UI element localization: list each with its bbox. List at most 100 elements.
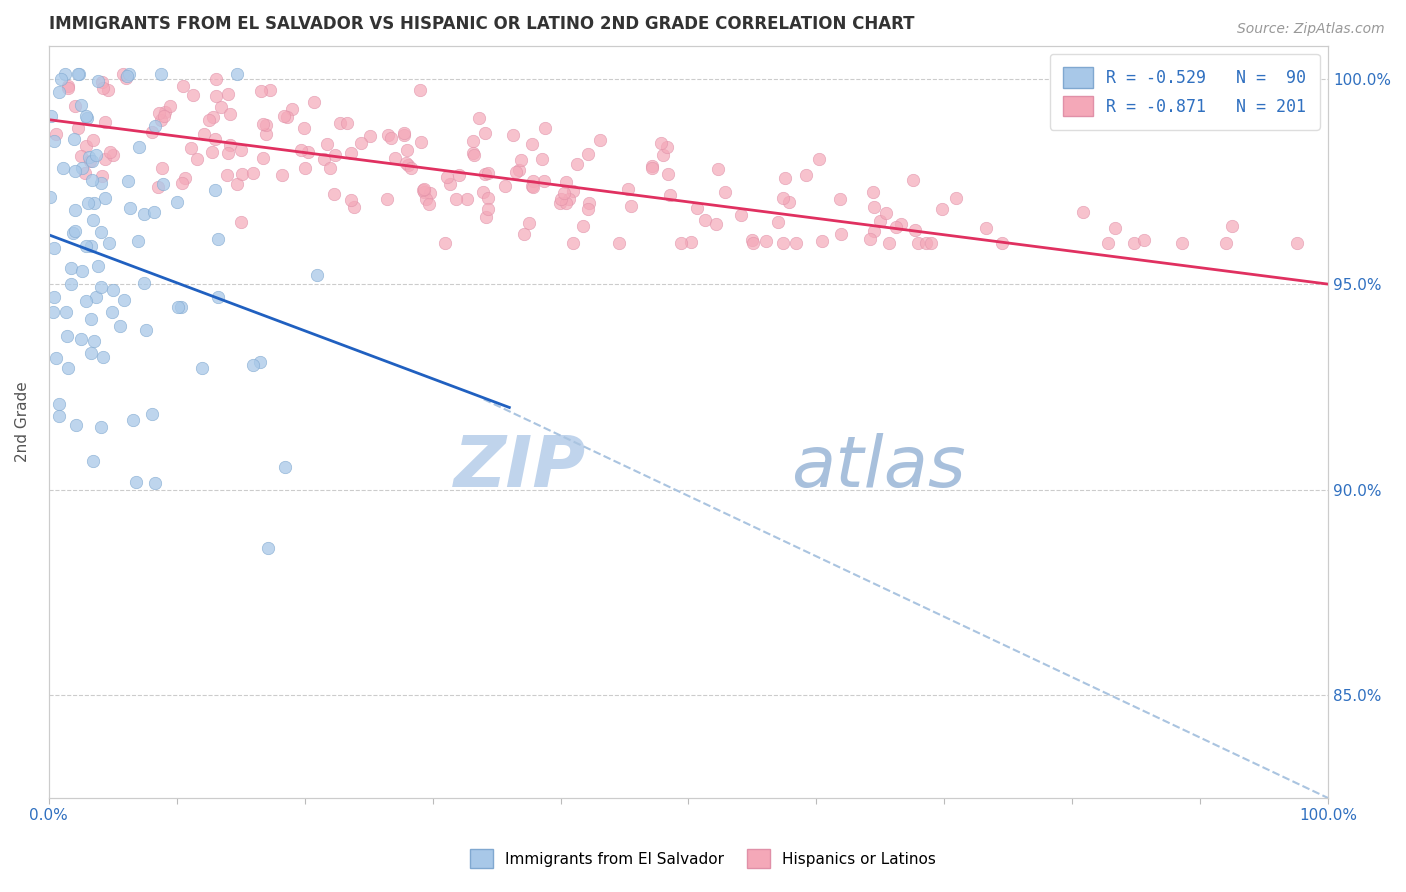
- Point: [502, 128, 524, 142]
- Point: [118, 201, 141, 215]
- Point: [207, 232, 229, 246]
- Point: [914, 235, 936, 250]
- Point: [125, 475, 148, 489]
- Point: [494, 179, 516, 194]
- Point: [159, 99, 181, 113]
- Point: [101, 147, 124, 161]
- Point: [474, 126, 496, 140]
- Text: ZIP: ZIP: [454, 433, 586, 501]
- Point: [401, 161, 423, 175]
- Point: [512, 227, 534, 241]
- Point: [84, 147, 107, 161]
- Point: [97, 235, 120, 250]
- Point: [650, 136, 672, 150]
- Point: [273, 459, 295, 474]
- Point: [111, 67, 134, 81]
- Point: [520, 178, 543, 193]
- Point: [904, 223, 927, 237]
- Point: [392, 128, 415, 142]
- Point: [91, 81, 114, 95]
- Point: [132, 276, 155, 290]
- Point: [772, 191, 794, 205]
- Point: [91, 169, 114, 183]
- Point: [198, 112, 221, 127]
- Point: [920, 235, 942, 250]
- Point: [98, 145, 121, 159]
- Point: [863, 200, 886, 214]
- Point: [641, 159, 664, 173]
- Point: [323, 187, 346, 202]
- Point: [436, 169, 458, 184]
- Point: [53, 67, 76, 81]
- Point: [884, 220, 907, 235]
- Point: [1071, 204, 1094, 219]
- Point: [508, 163, 530, 178]
- Point: [93, 191, 115, 205]
- Point: [477, 202, 499, 216]
- Point: [58, 81, 80, 95]
- Point: [530, 152, 553, 166]
- Point: [167, 300, 190, 314]
- Point: [201, 110, 224, 124]
- Point: [142, 205, 165, 219]
- Point: [565, 157, 588, 171]
- Point: [415, 193, 437, 207]
- Point: [375, 192, 398, 206]
- Point: [84, 290, 107, 304]
- Point: [447, 168, 470, 182]
- Point: [174, 171, 197, 186]
- Point: [132, 207, 155, 221]
- Point: [413, 185, 436, 199]
- Point: [669, 235, 692, 250]
- Point: [82, 173, 104, 187]
- Point: [433, 235, 456, 250]
- Point: [60, 277, 83, 292]
- Point: [48, 397, 70, 411]
- Point: [520, 137, 543, 152]
- Point: [319, 161, 342, 176]
- Point: [41, 304, 63, 318]
- Point: [620, 198, 643, 212]
- Point: [180, 140, 202, 154]
- Point: [56, 361, 79, 376]
- Point: [153, 109, 176, 123]
- Point: [456, 192, 478, 206]
- Point: [477, 165, 499, 179]
- Point: [707, 161, 730, 176]
- Point: [63, 164, 86, 178]
- Point: [292, 120, 315, 135]
- Point: [641, 161, 664, 175]
- Point: [39, 109, 62, 123]
- Point: [67, 67, 90, 81]
- Point: [1097, 235, 1119, 250]
- Point: [259, 83, 281, 97]
- Point: [785, 235, 807, 250]
- Point: [249, 355, 271, 369]
- Point: [505, 165, 527, 179]
- Point: [522, 173, 544, 187]
- Point: [392, 126, 415, 140]
- Point: [931, 202, 953, 217]
- Point: [652, 148, 675, 162]
- Point: [62, 226, 84, 240]
- Point: [103, 283, 125, 297]
- Point: [39, 190, 62, 204]
- Point: [359, 128, 381, 143]
- Point: [42, 134, 65, 148]
- Point: [553, 186, 575, 201]
- Point: [82, 133, 104, 147]
- Point: [79, 154, 101, 169]
- Point: [340, 145, 363, 160]
- Point: [90, 420, 112, 434]
- Legend: Immigrants from El Salvador, Hispanics or Latinos: Immigrants from El Salvador, Hispanics o…: [463, 841, 943, 875]
- Point: [377, 128, 399, 142]
- Point: [589, 133, 612, 147]
- Point: [153, 105, 176, 120]
- Point: [65, 99, 87, 113]
- Point: [395, 144, 418, 158]
- Point: [65, 418, 87, 433]
- Point: [830, 192, 852, 206]
- Point: [607, 235, 630, 250]
- Point: [201, 145, 224, 159]
- Point: [73, 166, 96, 180]
